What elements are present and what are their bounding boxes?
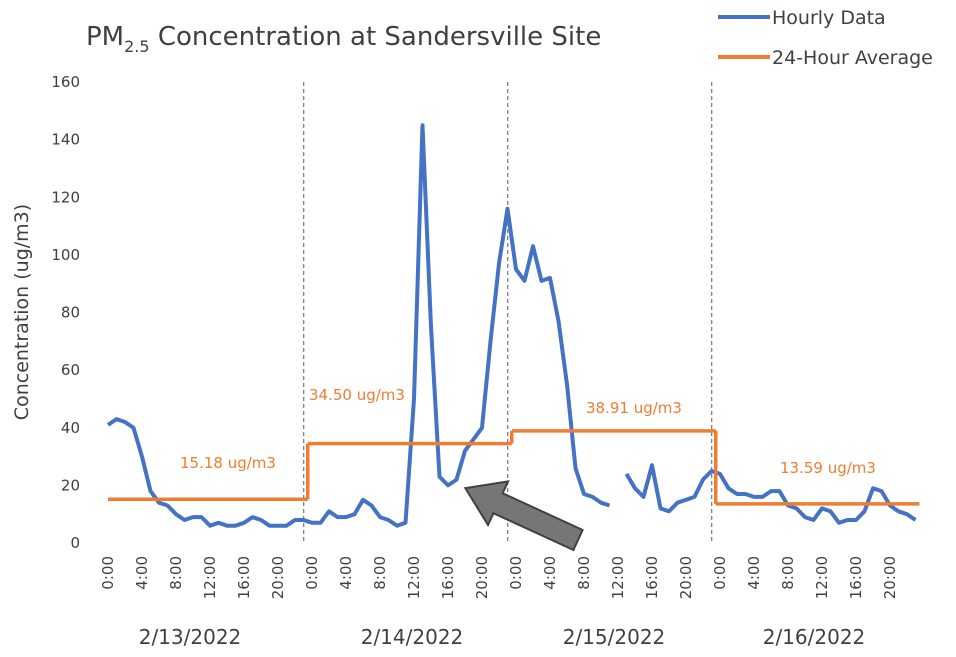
y-tick-label: 80 — [61, 304, 80, 322]
data-label: 38.91 ug/m3 — [586, 399, 682, 417]
x-tick-label: 16:00 — [847, 556, 865, 599]
legend-label: 24-Hour Average — [772, 47, 933, 69]
x-tick-label: 8:00 — [575, 556, 593, 590]
x-tick-label: 20:00 — [677, 556, 695, 599]
x-tick-label: 20:00 — [473, 556, 491, 599]
x-tick-label: 16:00 — [235, 556, 253, 599]
y-tick-label: 20 — [61, 476, 80, 494]
x-tick-label: 0:00 — [507, 556, 525, 590]
x-tick-label: 20:00 — [269, 556, 287, 599]
x-tick-label: 4:00 — [745, 556, 763, 590]
date-label: 2/13/2022 — [139, 625, 242, 649]
x-tick-label: 20:00 — [881, 556, 899, 599]
x-tick-label: 12:00 — [201, 556, 219, 599]
arrow-shape — [463, 480, 584, 552]
title-subscript: 2.5 — [124, 37, 149, 56]
x-tick-label: 16:00 — [439, 556, 457, 599]
plot-area: 0 20 40 60 80 100 120 140 160 0:00 4:00 8:00 12:00 16… — [51, 73, 920, 649]
x-tick-label: 0:00 — [711, 556, 729, 590]
date-label: 2/15/2022 — [563, 625, 666, 649]
y-tick-label: 120 — [51, 188, 80, 206]
x-tick-label: 4:00 — [541, 556, 559, 590]
title-part: PM — [86, 22, 124, 52]
x-tick-label: 8:00 — [779, 556, 797, 590]
x-tick-label: 4:00 — [337, 556, 355, 590]
x-tick-label: 16:00 — [643, 556, 661, 599]
date-label: 2/16/2022 — [763, 625, 866, 649]
x-tick-label: 12:00 — [813, 556, 831, 599]
y-tick-label: 60 — [61, 361, 80, 379]
date-label: 2/14/2022 — [361, 625, 464, 649]
data-label: 34.50 ug/m3 — [309, 386, 405, 404]
x-tick-label: 0:00 — [99, 556, 117, 590]
chart-title: PM2.5 Concentration at Sandersville Site — [86, 22, 601, 56]
title-part: Concentration at Sandersville Site — [150, 22, 602, 52]
y-tick-label: 0 — [70, 534, 80, 552]
x-tick-label: 4:00 — [133, 556, 151, 590]
y-tick-label: 100 — [51, 246, 80, 264]
y-tick-label: 40 — [61, 419, 80, 437]
x-tick-label: 8:00 — [167, 556, 185, 590]
data-label: 15.18 ug/m3 — [180, 454, 276, 472]
legend-label: Hourly Data — [772, 7, 886, 29]
y-tick-label: 160 — [51, 73, 80, 91]
y-axis-title: Concentration (ug/m3) — [11, 204, 33, 420]
data-label: 13.59 ug/m3 — [780, 459, 876, 477]
annotation-arrow — [463, 480, 584, 552]
x-tick-label: 8:00 — [371, 556, 389, 590]
y-tick-label: 140 — [51, 131, 80, 149]
x-tick-label: 12:00 — [405, 556, 423, 599]
x-tick-label: 12:00 — [609, 556, 627, 599]
x-tick-label: 0:00 — [303, 556, 321, 590]
